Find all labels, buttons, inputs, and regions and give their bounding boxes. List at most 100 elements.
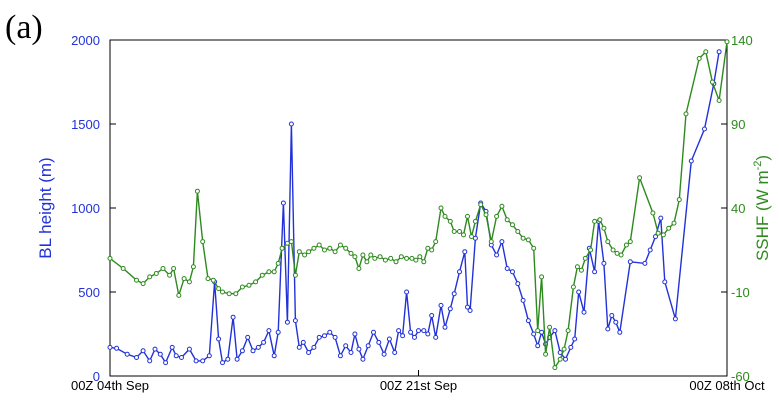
sshf-point	[266, 269, 272, 275]
right-tick-label: 40	[731, 201, 745, 216]
sshf-point	[520, 235, 526, 241]
sshf-point	[447, 218, 453, 224]
bl-height-point	[627, 259, 633, 265]
sshf-point	[637, 175, 643, 181]
sshf-point	[327, 245, 333, 251]
sshf-point	[176, 292, 182, 298]
sshf-point	[343, 245, 349, 251]
sshf-point	[275, 260, 281, 266]
sshf-point	[413, 257, 419, 263]
bl-height-point	[510, 269, 515, 275]
sshf-point	[332, 249, 338, 255]
sshf-point	[153, 271, 159, 276]
bl-height-point	[601, 260, 607, 266]
bl-height-point	[356, 346, 362, 352]
bl-height-point	[425, 331, 431, 337]
bl-height-point	[327, 329, 333, 335]
sshf-point	[372, 255, 378, 261]
sshf-point	[246, 282, 252, 288]
bl-height-point	[316, 334, 322, 340]
sshf-point	[356, 266, 362, 271]
sshf-point	[499, 203, 505, 209]
bl-height-point	[647, 247, 653, 253]
bl-height-point	[157, 351, 163, 357]
right-axis-title-main: SSHF (W m	[753, 170, 772, 261]
bl-height-point	[140, 348, 146, 354]
bl-height-point	[605, 326, 611, 332]
right-axis-title: SSHF (W m-2)	[752, 155, 772, 261]
bl-height-point	[535, 343, 541, 349]
sshf-point	[398, 254, 404, 260]
sshf-point	[601, 225, 607, 231]
bl-height-point	[275, 329, 281, 335]
sshf-point	[393, 259, 399, 265]
sshf-point	[167, 272, 173, 278]
bl-height-point	[581, 309, 587, 315]
sshf-point	[134, 277, 139, 283]
x-tick-label: 00Z 21st Sep	[380, 378, 457, 393]
sshf-point	[483, 212, 489, 218]
right-tick-label: -10	[731, 285, 750, 300]
bl-height-point	[381, 351, 387, 357]
sshf-point	[469, 234, 474, 240]
bl-height-point	[280, 200, 286, 206]
bl-height-point	[438, 302, 444, 308]
sshf-point	[478, 202, 484, 208]
left-tick-label: 2000	[71, 33, 100, 48]
sshf-point	[288, 239, 294, 245]
sshf-point	[417, 254, 423, 260]
bl-height-point	[462, 249, 468, 255]
bl-height-point	[552, 328, 558, 334]
panel-label: (a)	[5, 9, 43, 46]
sshf-point	[438, 205, 444, 211]
sshf-point	[488, 239, 494, 245]
sshf-point	[425, 245, 431, 251]
bl-height-point	[134, 355, 139, 360]
bl-height-point	[504, 266, 510, 271]
left-tick-label: 1000	[71, 201, 100, 216]
sshf-point	[259, 272, 265, 278]
sshf-point	[570, 284, 576, 290]
sshf-point	[120, 266, 126, 271]
sshf-point	[181, 276, 187, 282]
sshf-point	[614, 250, 620, 256]
bl-height-point	[371, 329, 376, 335]
sshf-point	[360, 252, 366, 258]
bl-height-point	[225, 356, 231, 362]
plot-frame	[109, 39, 728, 377]
sshf-point	[429, 247, 435, 253]
sshf-point	[147, 274, 153, 280]
bl-height-point	[332, 334, 338, 340]
bl-height-point	[300, 339, 306, 345]
bl-height-point	[609, 313, 615, 318]
bl-height-point	[520, 297, 526, 303]
sshf-point	[605, 239, 611, 245]
sshf-point	[190, 264, 196, 270]
bl-height-point	[266, 328, 272, 334]
bl-height-point	[250, 348, 256, 354]
sshf-point	[194, 188, 200, 194]
sshf-point	[703, 49, 709, 55]
sshf-point	[565, 328, 571, 334]
bl-height-point	[360, 356, 366, 362]
bl-height-point	[230, 314, 236, 320]
bl-height-point	[245, 334, 251, 340]
bl-height-point	[216, 336, 222, 342]
sshf-point	[618, 252, 624, 258]
bl-height-point	[400, 333, 406, 339]
right-axis: -60 -10 40 90 140	[721, 33, 753, 384]
sshf-point	[216, 286, 222, 292]
bl-height-point	[306, 350, 312, 355]
sshf-point	[352, 254, 358, 260]
sshf-point	[382, 257, 388, 263]
sshf-point	[220, 289, 225, 295]
bl-height-point	[147, 358, 153, 364]
sshf-point	[306, 249, 312, 255]
x-tick-label: 00Z 04th Sep	[71, 378, 149, 393]
left-tick-label: 1500	[71, 117, 100, 132]
sshf-point	[666, 225, 672, 231]
bl-height-point	[613, 319, 619, 325]
bl-height-point	[688, 158, 694, 164]
sshf-point	[627, 239, 633, 245]
